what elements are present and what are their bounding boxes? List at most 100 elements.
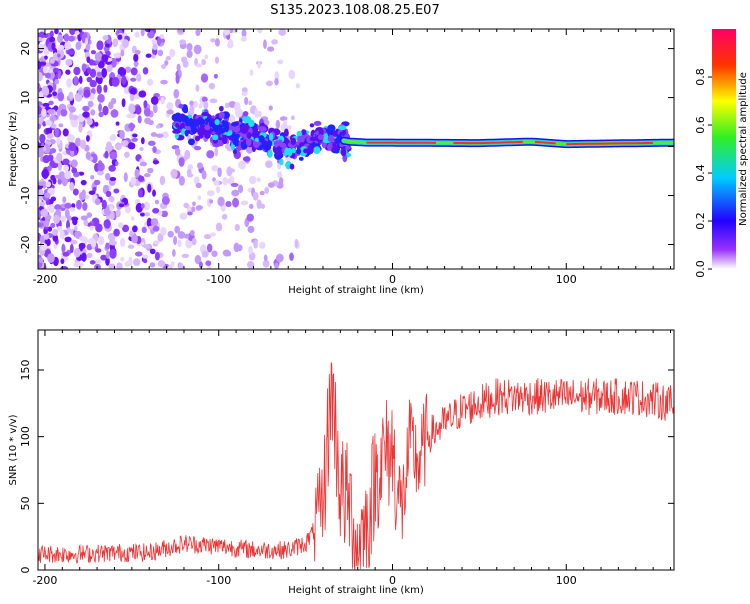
spectrogram-noise-blob xyxy=(192,238,197,246)
spectrogram-noise-blob xyxy=(83,90,90,98)
spectrogram-signal-blob xyxy=(275,147,281,156)
spectrogram-noise-blob xyxy=(189,100,194,105)
spectrogram-signal-blob xyxy=(303,148,308,153)
spectrogram-noise-blob xyxy=(105,44,110,48)
spectrogram-noise-blob xyxy=(140,212,145,216)
spectrogram-noise-blob xyxy=(295,239,299,248)
spectrogram-noise-blob xyxy=(265,160,273,168)
spectrogram-noise-blob xyxy=(52,229,58,236)
spectrogram-noise-blob xyxy=(179,176,185,186)
spectrogram-noise-blob xyxy=(116,262,122,271)
snr-marks xyxy=(38,362,674,569)
spectrogram-signal-blob xyxy=(185,130,189,137)
spectrogram-noise-blob xyxy=(70,240,77,245)
spectrogram-noise-blob xyxy=(116,122,120,126)
spectrogram-noise-blob xyxy=(70,244,74,253)
spectrogram-noise-blob xyxy=(224,27,230,36)
spectrogram-noise-blob xyxy=(235,224,240,231)
spectrogram-noise-blob xyxy=(183,203,189,209)
spectrogram-noise-blob xyxy=(76,42,82,51)
spec-xtick-label: -100 xyxy=(206,273,231,286)
spectrogram-noise-blob xyxy=(94,180,101,185)
spectrogram-signal-blob xyxy=(219,112,225,119)
spectrogram-noise-blob xyxy=(253,192,259,201)
spectrogram-noise-blob xyxy=(65,209,70,218)
spectrogram-noise-blob xyxy=(216,223,222,232)
spectrogram-noise-blob xyxy=(79,76,83,84)
spectrogram-noise-blob xyxy=(249,176,257,185)
spectrogram-noise-blob xyxy=(158,260,165,267)
spectrogram-noise-blob xyxy=(228,39,233,49)
spectrogram-noise-blob xyxy=(98,112,103,118)
spec-ytick-label: 0 xyxy=(19,143,32,150)
spectrogram-noise-blob xyxy=(82,63,87,72)
spectrogram-signal-blob xyxy=(233,134,240,139)
spectrogram-signal-blob xyxy=(172,130,181,134)
spectrogram-noise-blob xyxy=(98,236,104,245)
spec-ytick-label: -10 xyxy=(19,187,32,205)
spectrogram-noise-blob xyxy=(97,162,104,171)
spectrogram-noise-blob xyxy=(244,97,248,105)
spectrogram-noise-blob xyxy=(67,49,74,55)
spectrogram-noise-blob xyxy=(287,125,292,130)
spectrogram-noise-blob xyxy=(166,109,173,114)
spectrogram-noise-blob xyxy=(187,43,193,51)
spectrogram-noise-blob xyxy=(113,189,119,194)
spectrogram-noise-blob xyxy=(157,37,161,46)
spectrogram-noise-blob xyxy=(289,253,294,261)
colorbar-gradient xyxy=(712,29,736,269)
spectrogram-noise-blob xyxy=(190,230,195,236)
spectrogram-noise-blob xyxy=(82,202,87,211)
spectrogram-noise-blob xyxy=(86,44,91,51)
spectrogram-noise-blob xyxy=(242,87,248,92)
spectrogram-noise-blob xyxy=(232,198,239,208)
spectrogram-noise-blob xyxy=(121,75,126,84)
spectrogram-noise-blob xyxy=(177,27,184,33)
snr-ytick-label: 50 xyxy=(19,496,32,510)
spectrogram-signal-blob xyxy=(279,143,286,148)
spectrogram-noise-blob xyxy=(111,109,119,118)
spectrogram-noise-blob xyxy=(75,30,80,35)
spectrogram-noise-blob xyxy=(81,215,88,220)
spectrogram-noise-blob xyxy=(135,50,141,55)
spectrogram-noise-blob xyxy=(254,109,258,119)
spectrogram-noise-blob xyxy=(158,211,162,216)
spectrogram-signal-blob xyxy=(194,120,203,124)
spectrogram-noise-blob xyxy=(202,96,208,102)
spectrogram-noise-blob xyxy=(120,257,124,261)
spectrogram-noise-blob xyxy=(155,252,160,261)
spectrogram-noise-blob xyxy=(152,44,157,51)
spectrogram-signal-blob xyxy=(269,133,273,141)
spectrogram-noise-blob xyxy=(67,227,71,233)
spectrogram-noise-blob xyxy=(257,26,262,34)
spectrogram-noise-blob xyxy=(211,250,217,257)
spectrogram-noise-blob xyxy=(151,54,155,58)
spectrogram-signal-blob xyxy=(195,136,200,142)
spectrogram-noise-blob xyxy=(64,41,71,50)
spectrogram-signal-blob xyxy=(248,120,254,127)
spectrogram-noise-blob xyxy=(39,134,45,143)
spectrogram-noise-blob xyxy=(279,177,283,184)
spectrogram-noise-blob xyxy=(65,69,70,74)
spectrogram-noise-blob xyxy=(73,67,80,76)
spectrogram-signal-blob xyxy=(233,126,240,132)
spectrogram-signal-blob xyxy=(332,141,337,150)
spectrogram-noise-blob xyxy=(50,148,56,153)
spectrogram-signal-blob xyxy=(296,148,301,154)
spectrogram-noise-blob xyxy=(143,67,149,75)
spectrogram-noise-blob xyxy=(216,186,220,193)
spectrogram-noise-blob xyxy=(250,69,254,76)
spectrogram-noise-blob xyxy=(207,190,215,196)
spectrogram-signal-blob xyxy=(338,125,346,130)
spectrogram-signal-blob xyxy=(328,125,333,133)
snr-ytick-label: 150 xyxy=(19,360,32,381)
spectrogram-noise-blob xyxy=(110,135,117,141)
spectrogram-noise-blob xyxy=(138,90,146,97)
spectrogram-signal-blob xyxy=(205,118,211,122)
spectrogram-ridge-core xyxy=(453,142,523,143)
spectrogram-noise-blob xyxy=(202,170,207,179)
spectrogram-signal-blob xyxy=(209,120,215,127)
spectrogram-noise-blob xyxy=(47,133,54,139)
